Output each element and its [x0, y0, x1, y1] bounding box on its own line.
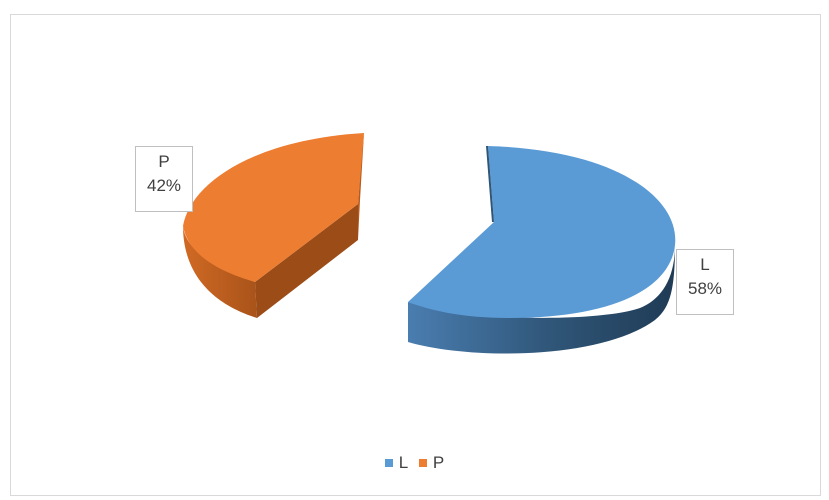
- data-label-p: P 42%: [135, 146, 193, 212]
- data-label-p-value: 42%: [146, 176, 182, 195]
- slice-p[interactable]: [183, 133, 364, 318]
- legend-label-l: L: [398, 453, 409, 472]
- data-label-l: L 58%: [676, 249, 734, 315]
- legend-item-p[interactable]: P: [418, 453, 445, 473]
- data-label-l-category: L: [700, 255, 710, 274]
- legend-swatch-p: [418, 459, 427, 467]
- slice-p-outer-side: [183, 226, 257, 318]
- data-label-l-value: 58%: [687, 279, 723, 298]
- slice-p-cut-side: [255, 204, 358, 318]
- slice-l-side: [408, 245, 675, 354]
- slice-p-top: [183, 133, 364, 282]
- slice-l-inner-edge: [486, 146, 494, 222]
- legend-item-l[interactable]: L: [384, 453, 409, 473]
- legend-swatch-l: [384, 459, 393, 467]
- data-label-p-category: P: [158, 152, 170, 171]
- legend: L P: [0, 452, 829, 473]
- legend-label-p: P: [432, 453, 445, 472]
- slice-l-top: [408, 146, 676, 318]
- slice-l[interactable]: [408, 146, 676, 354]
